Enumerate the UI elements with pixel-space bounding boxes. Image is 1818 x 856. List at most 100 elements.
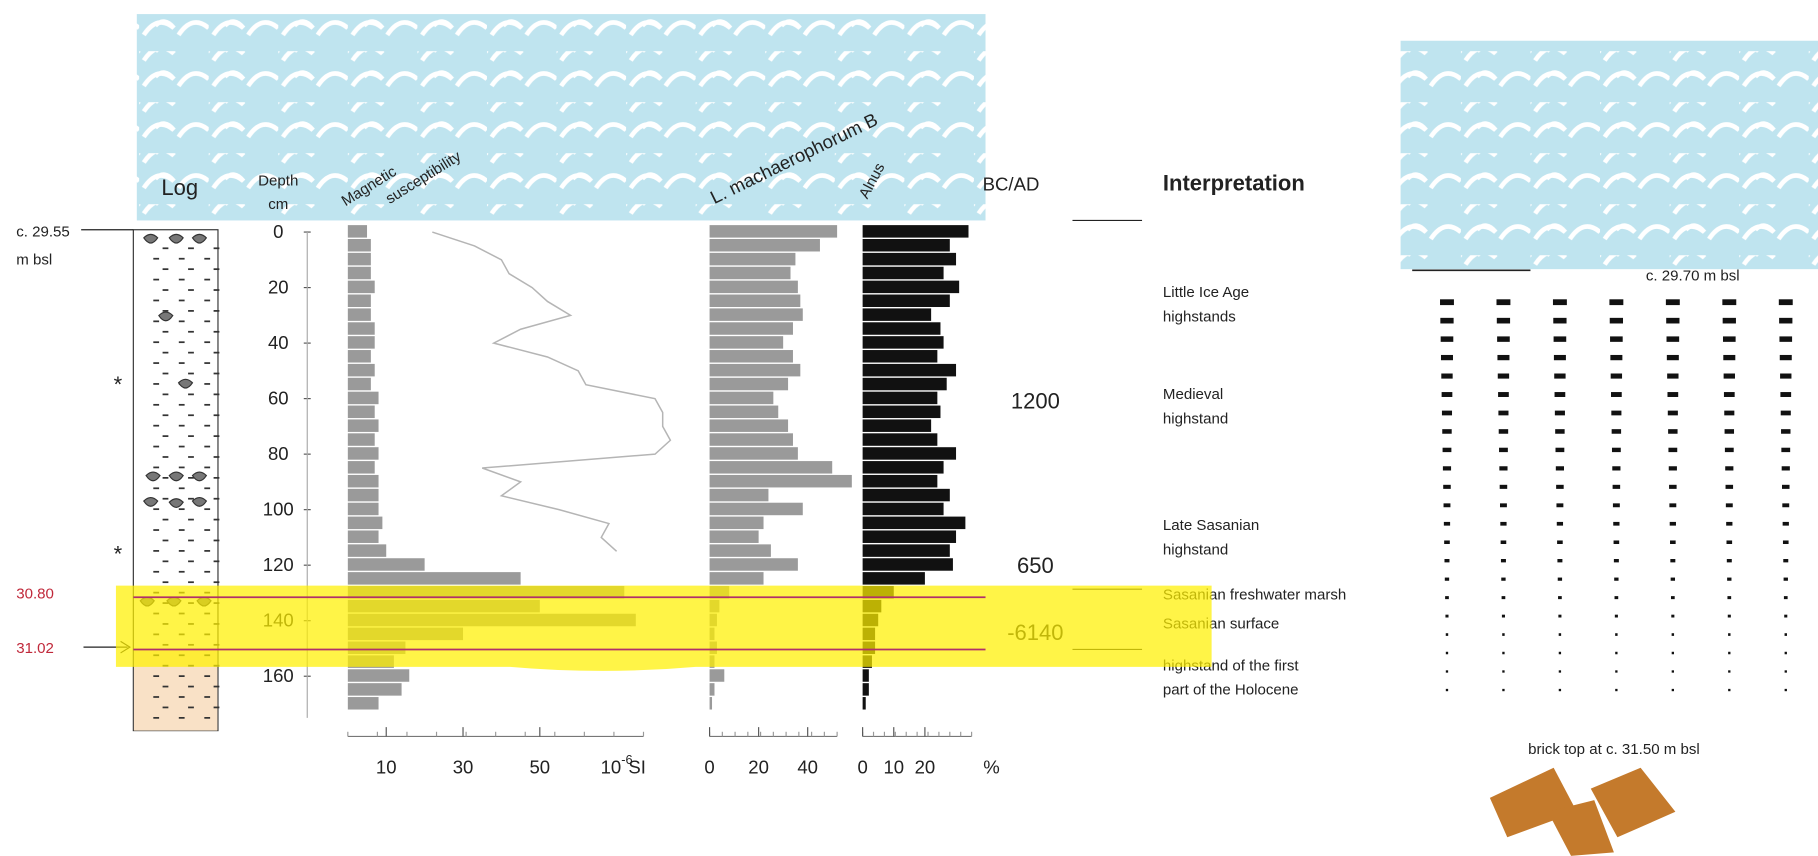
interpretation-item: Late Sasanian [1163,517,1259,534]
dash [1499,429,1508,434]
dash [1557,522,1563,526]
profile-bar [348,558,425,570]
dash [1671,615,1674,618]
dash [1611,411,1621,416]
section-bottom: brick top at c. 31.50 m bsl [1528,741,1700,758]
dash [1497,355,1509,360]
dash [1446,670,1448,672]
dash [1444,540,1450,544]
profile-bar [348,406,375,418]
dash [1672,689,1674,691]
dash [1780,392,1791,397]
profile-bar [863,475,938,487]
depth-tick-label: 80 [268,443,289,464]
x-tick-label: 30 [453,757,474,778]
profile-bar [710,419,788,431]
profile-bar [710,406,779,418]
profile-bar [710,503,803,515]
profile-bar [348,475,379,487]
profile-bar [710,544,771,556]
dash [1670,559,1675,562]
bricks [1490,768,1676,856]
dash [1556,503,1563,507]
dash [1559,652,1561,654]
depth-label: Depth [258,173,298,190]
highlight [116,586,1212,671]
profile-bar [863,447,956,459]
dash [1442,429,1451,434]
profile-bar [348,447,379,459]
profile-bar [710,683,715,695]
dash [1669,503,1676,507]
dash [1781,448,1790,452]
dash [1723,355,1735,360]
dash [1559,633,1561,636]
depth-tick-label: 120 [263,554,294,575]
dash [1726,503,1733,507]
dash [1672,652,1674,654]
profile-bar [348,308,371,320]
dash [1666,299,1680,305]
dash [1728,615,1731,618]
dash [1728,633,1730,636]
dash [1785,652,1787,654]
dash [1614,559,1619,562]
dash [1671,578,1675,581]
x-tick-label: 20 [915,757,936,778]
profile-bar [863,267,944,279]
dash [1441,374,1452,379]
depth-tick-label: 20 [268,276,289,297]
dash [1728,652,1730,654]
dash [1780,374,1791,379]
dash [1441,336,1454,341]
dash [1723,336,1736,341]
profile-bar [348,433,375,445]
dash [1556,466,1564,470]
profile-bar [710,322,793,334]
profile-bar [863,322,941,334]
dash [1499,466,1507,470]
dash [1443,448,1452,452]
dash [1556,448,1565,452]
dash [1615,633,1617,636]
dash [1444,503,1451,507]
dash [1668,411,1678,416]
dash [1615,596,1619,599]
profile-bar [710,461,833,473]
dash [1440,318,1453,324]
profile-bar [863,530,956,542]
dash [1782,503,1789,507]
dash [1501,559,1506,562]
dash [1614,578,1618,581]
dash [1498,411,1508,416]
dash [1557,559,1562,562]
dash [1724,374,1735,379]
dash [1724,411,1734,416]
dash [1612,448,1621,452]
dash [1610,355,1622,360]
dash [1611,374,1622,379]
x-tick-label: 20 [748,757,769,778]
dash [1780,355,1792,360]
dash [1725,429,1734,434]
dash [1554,355,1566,360]
profile-bar [710,517,764,529]
dash [1559,689,1561,691]
date: 1200 [1011,388,1060,413]
dash [1554,374,1565,379]
dash [1615,615,1618,618]
depth-unit: cm [268,196,288,213]
dash [1613,485,1621,489]
dash [1784,596,1788,599]
dash [1497,336,1510,341]
dash [1728,670,1730,672]
dash [1783,559,1788,562]
profile-bar [710,336,784,348]
dash [1669,485,1677,489]
profile-bar [710,281,798,293]
dash [1723,318,1736,324]
dash [1502,689,1504,691]
profile-bar [348,225,367,237]
profile-bar [863,308,932,320]
x-tick-label: 0 [857,757,867,778]
